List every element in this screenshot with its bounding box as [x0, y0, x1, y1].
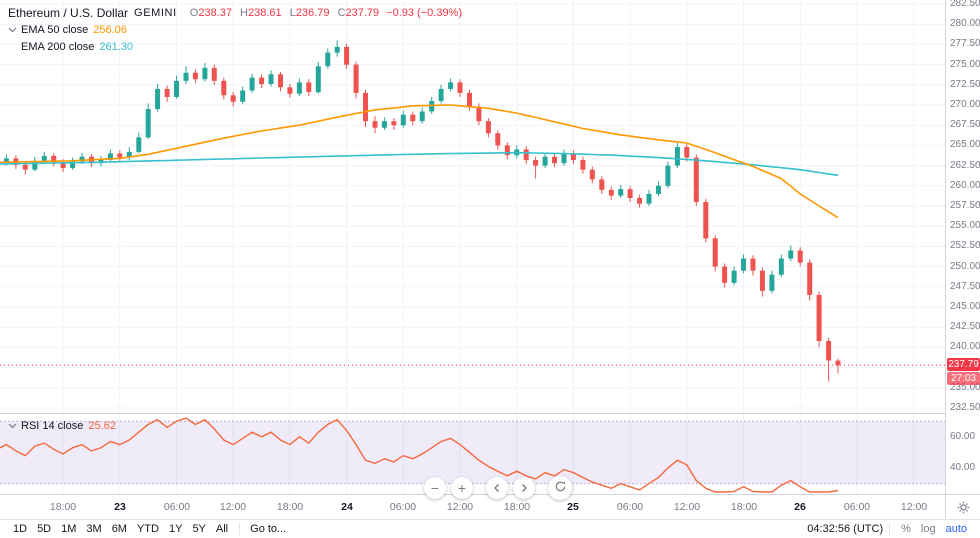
range-button-5y[interactable]: 5Y — [192, 523, 206, 535]
time-tick-label: 06:00 — [843, 501, 871, 513]
axis-corner — [946, 494, 980, 519]
price-tick-label: 275.00 — [950, 59, 980, 70]
ema200-value: 261.30 — [99, 40, 134, 53]
price-tick-label: 250.00 — [950, 261, 980, 272]
reset-arrow-icon — [554, 480, 567, 496]
price-tick-label: 240.00 — [950, 341, 980, 352]
close-value: 237.79 — [345, 6, 380, 19]
ema200-legend-row[interactable]: EMA 200 close 261.30 — [21, 38, 462, 55]
time-tick-label: 06:00 — [389, 501, 417, 513]
time-tick-label: 23 — [114, 501, 126, 513]
chart-nav-controls: − + — [424, 476, 577, 500]
price-tick-label: 245.00 — [950, 301, 980, 312]
high-label: H — [240, 6, 248, 19]
price-tick-label: 257.50 — [950, 200, 980, 211]
chevron-right-icon — [519, 480, 529, 496]
exchange-label: GEMINI — [134, 6, 177, 19]
time-tick-label: 12:00 — [219, 501, 247, 513]
time-tick-label: 18:00 — [49, 501, 77, 513]
price-tick-label: 260.00 — [950, 180, 980, 191]
price-tick-label: 267.50 — [950, 119, 980, 130]
price-tick-label: 242.50 — [950, 321, 980, 332]
symbol-row: Ethereum / U.S. Dollar GEMINI O238.37 H2… — [8, 4, 462, 21]
range-button-3m[interactable]: 3M — [86, 523, 102, 535]
reset-chart-button[interactable] — [548, 476, 572, 500]
auto-scale-button[interactable]: auto — [945, 523, 967, 535]
chevron-left-icon — [492, 480, 502, 496]
time-tick-label: 06:00 — [616, 501, 644, 513]
range-button-1d[interactable]: 1D — [13, 523, 28, 535]
open-value: 238.37 — [198, 6, 232, 19]
time-tick-label: 12:00 — [900, 501, 928, 513]
time-tick-label: 12:00 — [446, 501, 474, 513]
log-scale-button[interactable]: log — [920, 523, 936, 535]
time-tick-label: 12:00 — [673, 501, 701, 513]
last-price-badge: 237.79 — [947, 358, 980, 371]
settings-gear-icon[interactable] — [957, 501, 970, 514]
scroll-right-button[interactable] — [513, 477, 535, 499]
percent-scale-button[interactable]: % — [901, 523, 911, 535]
price-axis[interactable]: 237.79 27:03 232.50235.00237.50240.00242… — [945, 0, 980, 519]
price-tick-label: 272.50 — [950, 79, 980, 90]
price-tick-label: 262.50 — [950, 160, 980, 171]
low-label: L — [289, 6, 296, 19]
range-button-1y[interactable]: 1Y — [168, 523, 183, 535]
time-tick-label: 18:00 — [503, 501, 531, 513]
time-axis[interactable]: 18:00 23 06:00 12:00 18:00 24 06:00 12:00 18:00 2… — [0, 494, 945, 519]
range-button-6m[interactable]: 6M — [111, 523, 127, 535]
toolbar-divider — [889, 523, 891, 535]
range-button-all[interactable]: All — [215, 523, 229, 535]
clock-label[interactable]: 04:32:56 (UTC) — [807, 523, 884, 535]
open-label: O — [189, 6, 199, 19]
close-label: C — [337, 6, 346, 19]
toolbar-divider — [239, 523, 241, 535]
price-tick-label: 255.00 — [950, 220, 980, 231]
zoom-out-button[interactable]: − — [424, 477, 446, 499]
zoom-in-button[interactable]: + — [451, 477, 473, 499]
time-tick-label: 25 — [567, 501, 579, 513]
time-tick-label: 18:00 — [276, 501, 304, 513]
rsi-value: 25.62 — [88, 419, 116, 432]
price-tick-label: 270.00 — [950, 99, 980, 110]
time-tick-label: 18:00 — [730, 501, 758, 513]
price-tick-label: 277.50 — [950, 38, 980, 49]
time-tick-label: 24 — [341, 501, 353, 513]
ema50-value: 256.06 — [93, 23, 127, 36]
rsi-legend-row[interactable]: RSI 14 close 25.62 — [8, 417, 116, 434]
price-tick-label: 232.50 — [950, 402, 980, 413]
symbol-title[interactable]: Ethereum / U.S. Dollar — [8, 5, 129, 20]
bottom-toolbar: 1D 5D 1M 3M 6M YTD 1Y 5Y All Go to... 04… — [0, 519, 980, 538]
ema200-label: EMA 200 close — [21, 40, 95, 53]
ema50-label: EMA 50 close — [21, 23, 89, 36]
candlestick-chart-canvas[interactable] — [0, 0, 945, 494]
bar-countdown-badge: 27:03 — [947, 372, 980, 385]
chart-legend: Ethereum / U.S. Dollar GEMINI O238.37 H2… — [8, 4, 462, 55]
ohlc-readout: O238.37 H238.61 L236.79 C237.79 — [185, 7, 379, 19]
rsi-label: RSI 14 close — [21, 419, 84, 432]
range-button-ytd[interactable]: YTD — [136, 523, 159, 535]
low-value: 236.79 — [295, 6, 330, 19]
chevron-down-icon[interactable] — [8, 27, 17, 33]
high-value: 238.61 — [248, 6, 282, 19]
price-tick-label: 247.50 — [950, 281, 980, 292]
scroll-left-button[interactable] — [486, 477, 508, 499]
price-change: −0.93 (−0.39%) — [386, 6, 463, 19]
chart-svg[interactable] — [0, 0, 945, 494]
price-tick-label: 252.50 — [950, 240, 980, 251]
price-tick-label: 265.00 — [950, 139, 980, 150]
ema50-legend-row[interactable]: EMA 50 close 256.06 — [8, 21, 462, 38]
rsi-tick-label: 40.00 — [950, 462, 976, 473]
price-tick-label: 282.50 — [950, 0, 980, 9]
goto-button[interactable]: Go to... — [250, 523, 287, 535]
price-tick-label: 280.00 — [950, 18, 980, 29]
time-tick-label: 06:00 — [163, 501, 191, 513]
price-tick-label: 235.00 — [950, 382, 980, 393]
range-button-1m[interactable]: 1M — [61, 523, 77, 535]
chevron-down-icon[interactable] — [8, 423, 17, 429]
time-tick-label: 26 — [794, 501, 806, 513]
rsi-tick-label: 60.00 — [950, 431, 976, 442]
range-button-5d[interactable]: 5D — [37, 523, 52, 535]
